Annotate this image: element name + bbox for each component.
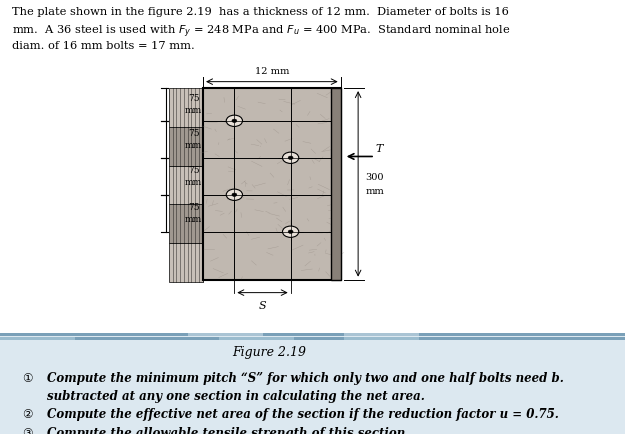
Bar [0,337,75,341]
Bar [0,0,625,334]
Text: The plate shown in the figure 2.19  has a thickness of 12 mm.  Diameter of bolts: The plate shown in the figure 2.19 has a… [12,7,509,16]
Bar [331,89,341,280]
Text: ②: ② [22,408,32,421]
Circle shape [288,157,293,160]
Circle shape [226,190,242,201]
Text: mm: mm [185,178,202,187]
Text: diam. of 16 mm bolts = 17 mm.: diam. of 16 mm bolts = 17 mm. [12,41,195,51]
Bar [0,339,625,434]
Text: mm.  A 36 steel is used with $F_y$ = 248 MPa and $F_u$ = 400 MPa.  Standard nomi: mm. A 36 steel is used with $F_y$ = 248 … [12,24,511,40]
Bar [188,333,262,336]
Bar [344,333,419,336]
Bar [0,337,625,341]
Bar [203,89,341,280]
Circle shape [232,194,237,197]
Text: mm: mm [185,106,202,115]
Circle shape [282,227,299,238]
Text: ①: ① [22,371,32,384]
Circle shape [288,230,293,234]
Bar [169,128,203,166]
Bar [169,89,203,128]
Text: T: T [375,144,382,154]
Bar [0,333,625,336]
Text: Compute the minimum pitch “S” for which only two and one half bolts need b.: Compute the minimum pitch “S” for which … [47,371,564,384]
Bar [169,166,203,205]
Bar [344,337,419,341]
Bar [0,0,625,197]
Text: mm: mm [185,214,202,224]
Text: 12 mm: 12 mm [255,67,289,76]
Circle shape [232,120,237,123]
Text: S: S [259,301,266,311]
Circle shape [226,116,242,127]
Text: mm: mm [185,141,202,150]
Text: 75: 75 [188,129,199,138]
Text: Compute the allowable tensile strength of this section.: Compute the allowable tensile strength o… [47,426,409,434]
Circle shape [282,153,299,164]
Text: ③: ③ [22,426,32,434]
Text: subtracted at any one section in calculating the net area.: subtracted at any one section in calcula… [47,389,425,402]
Text: 300: 300 [366,172,384,181]
Bar [0,0,625,339]
Bar [0,0,625,95]
Text: Compute the effective net area of the section if the reduction factor u = 0.75.: Compute the effective net area of the se… [47,408,559,421]
Bar [169,243,203,282]
Text: 75: 75 [188,203,199,212]
Text: 75: 75 [188,94,199,103]
Bar [219,337,294,341]
Bar [169,205,203,243]
Text: Figure 2.19: Figure 2.19 [232,345,306,358]
Text: mm: mm [366,187,384,195]
Text: 75: 75 [188,166,199,175]
